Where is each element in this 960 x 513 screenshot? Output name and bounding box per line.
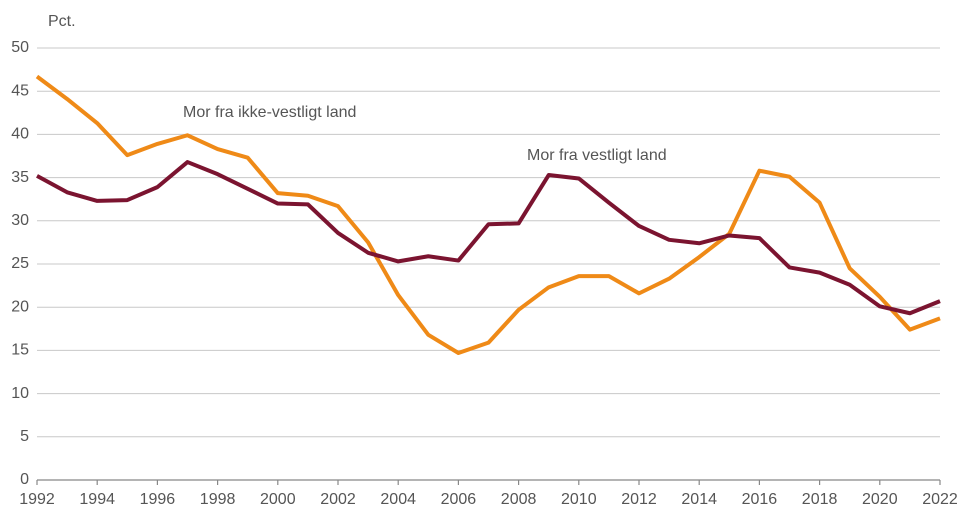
x-tick-label: 2016 — [742, 491, 778, 508]
y-tick-label: 15 — [11, 342, 29, 359]
x-tick-label: 2000 — [260, 491, 296, 508]
y-tick-label: 0 — [20, 471, 29, 488]
x-tick-label: 2010 — [561, 491, 597, 508]
series-annotation: Mor fra vestligt land — [527, 147, 667, 164]
x-tick-label: 2014 — [681, 491, 717, 508]
x-tick-label: 1992 — [19, 491, 55, 508]
y-tick-label: 10 — [11, 385, 29, 402]
x-tick-label: 2022 — [922, 491, 958, 508]
y-tick-label: 20 — [11, 298, 29, 315]
x-tick-label: 2020 — [862, 491, 898, 508]
x-tick-label: 1998 — [200, 491, 236, 508]
x-tick-label: 2004 — [380, 491, 416, 508]
series-line — [35, 74, 941, 355]
y-tick-label: 40 — [11, 126, 29, 143]
y-tick-label: 50 — [11, 39, 29, 56]
y-axis-label: Pct. — [48, 13, 76, 30]
y-tick-label: 25 — [11, 255, 29, 272]
x-tick-label: 2002 — [320, 491, 356, 508]
y-tick-label: 35 — [11, 169, 29, 186]
y-tick-label: 5 — [20, 428, 29, 445]
series-line — [36, 160, 941, 316]
y-tick-label: 30 — [11, 212, 29, 229]
x-tick-label: 2012 — [621, 491, 657, 508]
x-tick-label: 2008 — [501, 491, 537, 508]
x-tick-label: 1996 — [140, 491, 176, 508]
x-tick-label: 2018 — [802, 491, 838, 508]
x-tick-label: 2006 — [441, 491, 477, 508]
x-tick-label: 1994 — [79, 491, 115, 508]
series-annotation: Mor fra ikke-vestligt land — [183, 104, 356, 121]
y-tick-label: 45 — [11, 82, 29, 99]
